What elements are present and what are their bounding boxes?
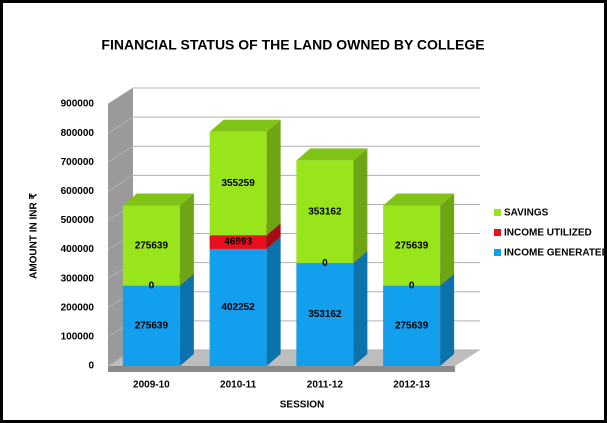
legend-label: INCOME UTILIZED (504, 228, 592, 239)
y-tick-label: 300000 (61, 273, 95, 284)
y-tick-label: 700000 (61, 157, 95, 168)
bar-segment (383, 285, 441, 366)
y-tick-label: 800000 (61, 128, 95, 139)
bar-segment (296, 263, 354, 366)
bar-segment (209, 235, 267, 249)
bar-segment (209, 131, 267, 236)
bar-side (266, 236, 281, 366)
legend-label: INCOME GENERATED (504, 248, 607, 259)
y-tick-label: 400000 (61, 244, 95, 255)
x-tick-label: 2011-12 (307, 380, 344, 391)
bar-side (266, 223, 281, 249)
x-tick-label: 2012-13 (393, 380, 430, 391)
bar-segment (122, 205, 180, 286)
bar-top (122, 193, 194, 206)
y-axis-label: AMOUNT IN INR ₹ (29, 192, 40, 278)
grid-line-side (107, 87, 134, 105)
value-label: 353162 (308, 309, 342, 320)
bar-side (266, 119, 281, 236)
value-label: 353162 (308, 206, 342, 217)
grid-line-side (107, 174, 134, 192)
bar-top (209, 119, 281, 132)
value-label: 275639 (135, 321, 169, 332)
value-label: 275639 (135, 240, 169, 251)
floor-front (108, 366, 455, 372)
chart-title: FINANCIAL STATUS OF THE LAND OWNED BY CO… (101, 37, 484, 53)
y-tick-label: 0 (88, 361, 94, 372)
x-tick-label: 2009-10 (133, 380, 170, 391)
value-label: 0 (322, 258, 328, 269)
y-tick-label: 200000 (61, 302, 95, 313)
value-label: 275639 (395, 321, 429, 332)
value-label: 46993 (224, 237, 252, 248)
bar-side (353, 148, 368, 264)
value-label: 402252 (221, 302, 255, 313)
y-tick-label: 500000 (61, 215, 95, 226)
bar-top (383, 193, 455, 206)
bar-side (440, 273, 455, 366)
value-label: 355259 (221, 178, 255, 189)
bar-side (179, 273, 194, 366)
bar-segment (296, 160, 354, 264)
x-axis-label: SESSION (280, 400, 324, 411)
legend-swatch (494, 249, 501, 256)
grid-line-side (107, 145, 134, 163)
legend-swatch (494, 229, 501, 236)
bar-side (440, 193, 455, 286)
legend-label: SAVINGS (504, 208, 549, 219)
bar-segment (209, 248, 267, 366)
value-label: 275639 (395, 240, 429, 251)
legend-swatch (494, 209, 501, 216)
y-tick-label: 100000 (61, 332, 95, 343)
y-tick-label: 600000 (61, 186, 95, 197)
bar-side (353, 251, 368, 366)
bar-segment (383, 205, 441, 286)
x-tick-label: 2010-11 (220, 380, 257, 391)
grid-line-side (107, 116, 134, 134)
y-tick-label: 900000 (61, 99, 95, 110)
value-label: 0 (149, 280, 155, 291)
bar-segment (122, 285, 180, 366)
bar-side (179, 193, 194, 286)
value-label: 0 (409, 280, 415, 291)
bar-top (296, 148, 368, 161)
